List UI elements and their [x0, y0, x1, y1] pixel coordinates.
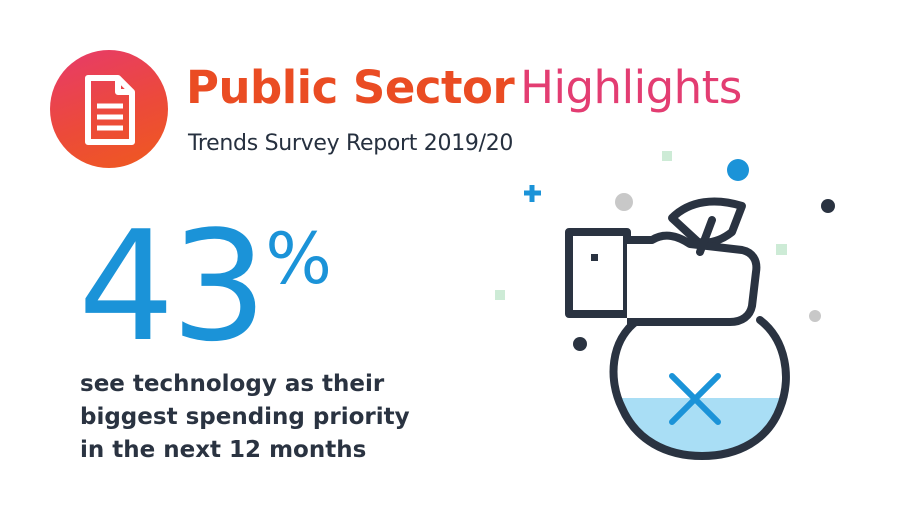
dot-icon — [809, 310, 821, 322]
caption-line: see technology as their — [80, 371, 385, 397]
square-icon — [662, 151, 672, 161]
document-badge — [50, 50, 168, 168]
sleeve — [565, 228, 631, 318]
square-icon — [495, 290, 505, 300]
caption-line: in the next 12 months — [80, 437, 367, 463]
page-title: Public Sector Highlights — [186, 60, 742, 116]
dot-icon — [615, 193, 633, 211]
dot-icon — [821, 199, 835, 213]
hand-holding-money-bag-icon — [495, 151, 835, 460]
caption-line: biggest spending priority — [80, 404, 410, 430]
title-light: Highlights — [520, 61, 742, 114]
stat-value: 43 — [78, 198, 267, 375]
title-bold: Public Sector — [186, 61, 515, 114]
plus-icon — [524, 185, 541, 202]
stat-caption: see technology as their biggest spending… — [80, 368, 440, 467]
page-subtitle: Trends Survey Report 2019/20 — [188, 131, 514, 156]
square-icon — [776, 244, 787, 255]
dot-icon — [573, 337, 587, 351]
dot-icon — [727, 159, 749, 181]
stat-unit: % — [265, 218, 332, 300]
document-icon — [85, 75, 135, 145]
stat-figure: 43% — [78, 198, 332, 375]
x-mark-icon — [669, 373, 721, 425]
